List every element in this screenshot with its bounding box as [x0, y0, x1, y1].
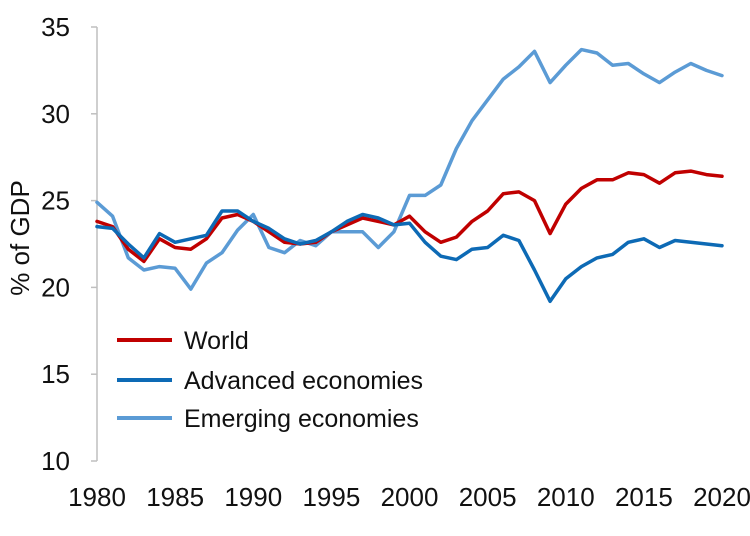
x-tick-label: 2010: [537, 482, 595, 512]
y-tick-label: 20: [41, 272, 70, 302]
y-tick-label: 15: [41, 359, 70, 389]
x-tick-label: 2005: [459, 482, 517, 512]
legend-label: World: [184, 327, 249, 355]
x-tick-label: 1990: [224, 482, 282, 512]
legend-label: Advanced economies: [184, 367, 423, 395]
x-tick-label: 2000: [381, 482, 439, 512]
y-axis: 10 15 20 25 30 35: [41, 12, 98, 476]
y-tick-label: 35: [41, 12, 70, 42]
x-tick-label: 2015: [615, 482, 673, 512]
series-line-world: [95, 169, 724, 264]
x-tick-label: 2020: [693, 482, 750, 512]
x-tick-label: 1985: [146, 482, 204, 512]
x-tick-label: 1980: [68, 482, 126, 512]
y-tick-label: 30: [41, 99, 70, 129]
x-axis: 1980 1985 1990 1995 2000 2005 2010 2015 2020: [68, 482, 750, 512]
y-tick-label: 25: [41, 186, 70, 216]
y-axis-title: % of GDP: [5, 180, 35, 296]
series-lines: [95, 47, 724, 304]
series-line-advanced-economies: [95, 209, 724, 304]
x-tick-label: 1995: [302, 482, 360, 512]
legend: World Advanced economies Emerging economie…: [117, 327, 423, 433]
series-line-emerging-economies: [95, 47, 724, 291]
y-tick-label: 10: [41, 446, 70, 476]
legend-label: Emerging economies: [184, 405, 419, 433]
